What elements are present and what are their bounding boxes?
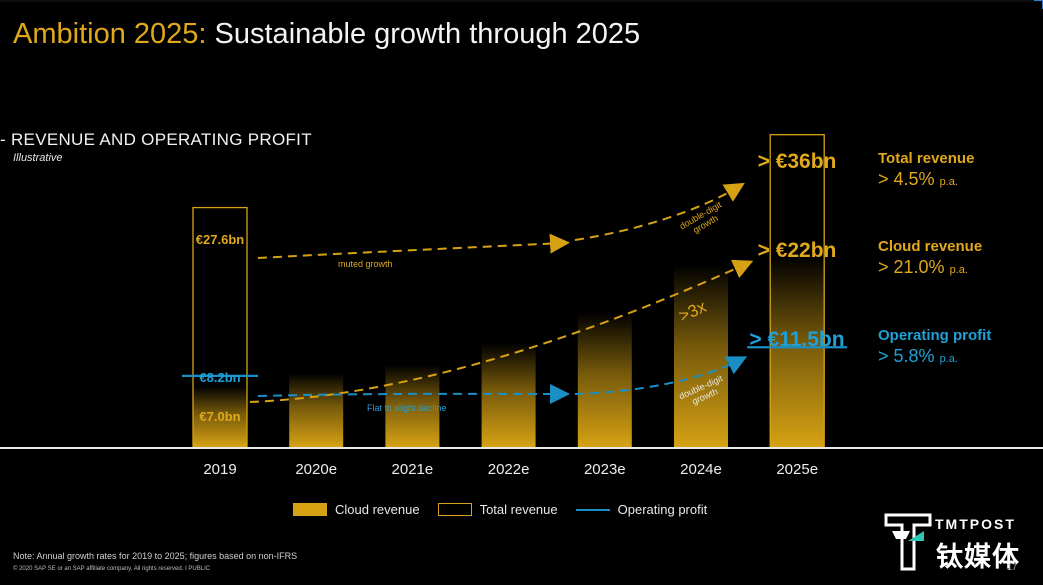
bar-cloud-2020e	[289, 373, 344, 447]
section-dash: -	[0, 130, 11, 149]
bar-cloud-2019	[193, 386, 247, 447]
chart-legend: Cloud revenue Total revenue Operating pr…	[293, 502, 725, 517]
kpi-total-pa: p.a.	[939, 176, 958, 188]
title-accent: Ambition 2025:	[13, 18, 207, 50]
section-title-text: REVENUE AND OPERATING PROFIT	[10, 130, 312, 149]
legend-total-swatch	[437, 503, 472, 516]
kpi-cloud-revenue: Cloud revenue > 21.0% p.a.	[878, 238, 982, 278]
kpi-total-value: > 4.5%	[878, 169, 935, 189]
page-title: Ambition 2025: Sustainable growth throug…	[13, 18, 640, 51]
footnote: Note: Annual growth rates for 2019 to 20…	[13, 551, 298, 561]
kpi-op-value: > 5.8%	[878, 346, 935, 366]
annotation-double-digit-total: double-digit growth	[678, 199, 724, 235]
label-total-2025: > €36bn	[758, 150, 837, 173]
legend-op-label: Operating profit	[617, 502, 708, 517]
kpi-total-revenue: Total revenue > 4.5% p.a.	[878, 150, 974, 190]
trend-op-double-digit	[574, 356, 748, 395]
trend-total-double-digit	[574, 182, 745, 241]
legend-cloud: Cloud revenue	[293, 502, 420, 517]
bar-cloud-2021e	[385, 364, 440, 447]
trend-cloud-3x	[249, 259, 754, 403]
tick-label-2023e: 2023e	[584, 461, 626, 478]
legend-total-label: Total revenue	[479, 502, 558, 517]
kpi-cloud-label: Cloud revenue	[878, 238, 983, 255]
kpi-cloud-pa: p.a.	[949, 264, 968, 276]
logo-text-cn: 钛媒体	[936, 542, 1020, 572]
copyright: © 2020 SAP SE or an SAP affiliate compan…	[13, 566, 211, 572]
tick-label-2019: 2019	[203, 461, 236, 478]
legend-op: Operating profit	[575, 502, 708, 517]
annotation-flat: Flat to slight decline	[367, 403, 447, 413]
legend-cloud-swatch	[293, 503, 327, 516]
tick-label-2022e: 2022e	[488, 461, 530, 478]
legend-total: Total revenue	[437, 502, 558, 517]
top-rule	[0, 0, 1043, 2]
legend-cloud-label: Cloud revenue	[335, 502, 420, 517]
kpi-operating-profit: Operating profit > 5.8% p.a.	[878, 327, 991, 367]
trend-op-flat	[257, 383, 570, 404]
section-subtitle: Illustrative	[13, 152, 63, 164]
label-total-2019: €27.6bn	[196, 232, 244, 247]
logo-text-en: TMTPOST	[935, 516, 1016, 532]
bar-cloud-2024e	[674, 264, 728, 447]
bar-cloud-2022e	[481, 342, 536, 447]
page-number: 17	[1006, 562, 1017, 572]
title-rest: Sustainable growth through 2025	[214, 18, 641, 50]
section-title: - REVENUE AND OPERATING PROFIT	[0, 130, 312, 150]
tick-label-2024e: 2024e	[680, 461, 722, 478]
label-cloud-2019: €7.0bn	[199, 409, 240, 424]
tmtpost-logo-icon	[884, 513, 932, 571]
kpi-op-label: Operating profit	[878, 327, 992, 344]
label-cloud-2025: > €22bn	[758, 239, 837, 262]
label-op-2025: > €11.5bn	[749, 328, 844, 351]
trend-total-muted	[257, 233, 570, 259]
kpi-op-pa: p.a.	[939, 353, 958, 365]
tick-label-2025e: 2025e	[776, 461, 818, 478]
legend-op-swatch	[575, 508, 610, 511]
tick-label-2020e: 2020e	[295, 461, 337, 478]
label-op-2019: €8.2bn	[199, 370, 240, 385]
kpi-total-label: Total revenue	[878, 150, 975, 167]
tick-label-2021e: 2021e	[392, 461, 434, 478]
kpi-cloud-value: > 21.0%	[878, 257, 945, 277]
annotation-muted-growth: muted growth	[338, 259, 393, 269]
tmtpost-logo: TMTPOST 钛媒体	[884, 511, 1034, 575]
bar-cloud-2023e	[577, 312, 632, 447]
bar-cloud-2025e	[770, 256, 825, 447]
